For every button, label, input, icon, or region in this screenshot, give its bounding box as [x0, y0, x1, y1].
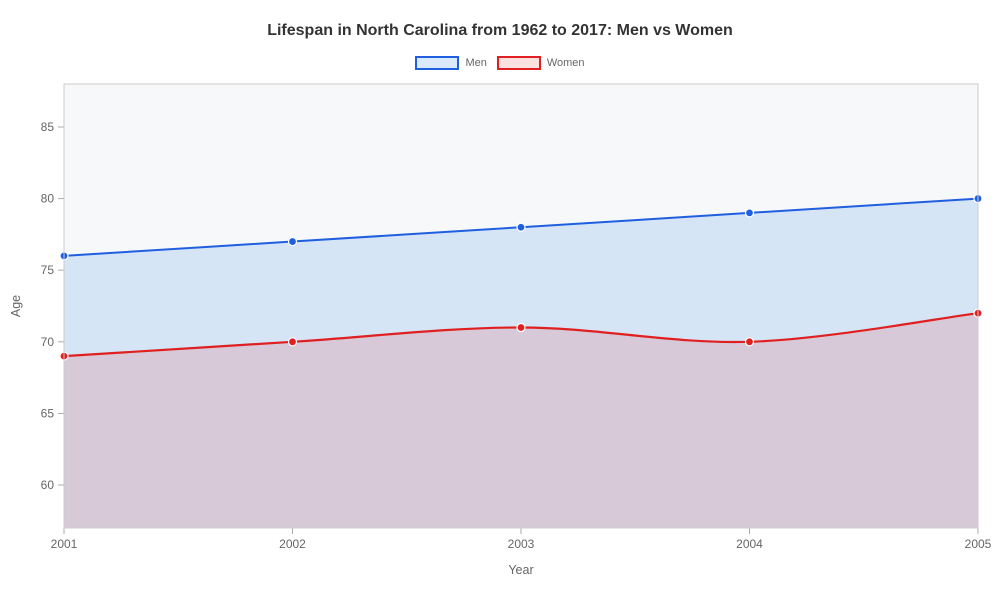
series-marker[interactable]	[289, 338, 297, 346]
series-marker[interactable]	[746, 209, 754, 217]
y-tick-label: 80	[41, 192, 55, 206]
y-axis-title: Age	[9, 295, 23, 317]
x-tick-label: 2005	[965, 537, 992, 551]
x-axis: 2001 2002 2003 2004 2005	[51, 528, 992, 551]
series-marker[interactable]	[517, 223, 525, 231]
x-tick-label: 2001	[51, 537, 78, 551]
y-tick-label: 65	[41, 406, 55, 420]
y-tick-label: 75	[41, 263, 55, 277]
series-marker[interactable]	[746, 338, 754, 346]
series-marker[interactable]	[517, 323, 525, 331]
y-tick-label: 70	[41, 335, 55, 349]
y-tick-label: 60	[41, 478, 55, 492]
x-tick-label: 2003	[508, 537, 535, 551]
y-tick-label: 85	[41, 120, 55, 134]
y-axis: 60 65 70 75 80 85	[41, 120, 64, 492]
x-tick-label: 2002	[279, 537, 306, 551]
x-tick-label: 2004	[736, 537, 763, 551]
chart-container: Lifespan in North Carolina from 1962 to …	[0, 0, 1000, 600]
x-axis-title: Year	[508, 563, 533, 577]
plot-svg: 60 65 70 75 80 85 2001 2002 2003 2004 2005 Age Ye…	[0, 0, 1000, 600]
series-marker[interactable]	[289, 238, 297, 246]
